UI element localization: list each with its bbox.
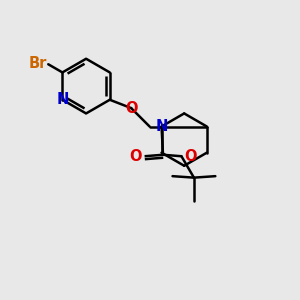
Text: O: O — [125, 100, 137, 116]
Text: O: O — [129, 149, 142, 164]
Text: Br: Br — [28, 56, 47, 71]
Text: N: N — [56, 92, 69, 107]
Text: N: N — [155, 119, 168, 134]
Text: O: O — [184, 149, 196, 164]
